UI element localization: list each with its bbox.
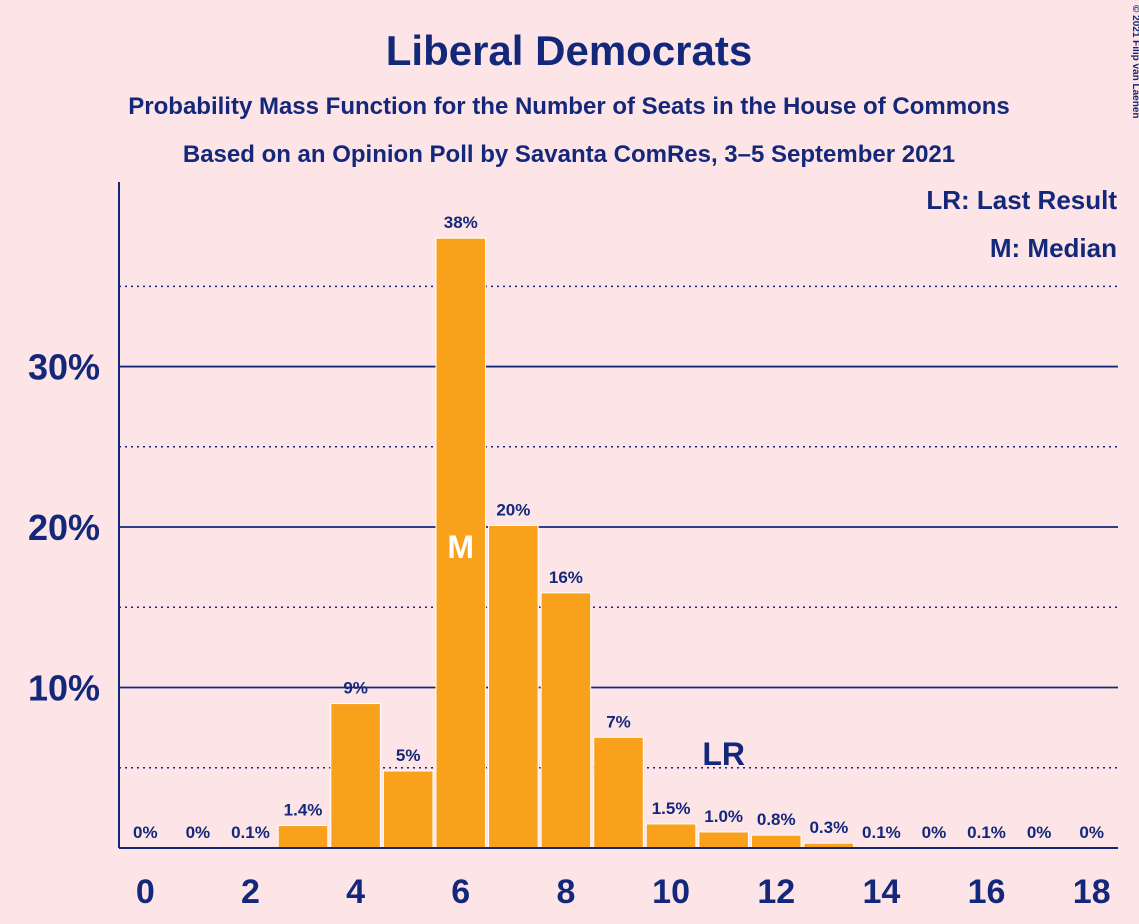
- data-label: 0%: [1079, 823, 1104, 842]
- bar: [698, 831, 749, 849]
- bar: [750, 834, 802, 849]
- data-labels: 0% 0% 0.1% 1.4% 9% 5% 38% 20% 16% 7% 1.5% 1.0% 0.8% 0…: [133, 213, 1104, 842]
- data-label: 0.1%: [862, 823, 901, 842]
- legend-median: M: Median: [990, 233, 1117, 263]
- data-label: 0.8%: [757, 810, 796, 829]
- data-label: 5%: [396, 746, 421, 765]
- data-label: 9%: [343, 679, 368, 698]
- last-result-marker: LR: [702, 736, 745, 772]
- chart-subtitle-2: Based on an Opinion Poll by Savanta ComR…: [183, 141, 955, 168]
- x-tick-label: 8: [556, 873, 575, 911]
- data-label: 20%: [496, 500, 530, 519]
- gridlines: [119, 285, 1118, 769]
- data-label: 0.1%: [231, 823, 270, 842]
- x-tick-label: 0: [136, 873, 155, 911]
- bar: [540, 592, 592, 849]
- bar: [488, 524, 539, 849]
- data-label: 0%: [133, 823, 158, 842]
- y-tick-label: 20%: [28, 507, 100, 548]
- x-tick-label: 10: [652, 873, 690, 911]
- chart-title: Liberal Democrats: [386, 27, 752, 74]
- bar: [277, 825, 329, 849]
- x-tick-label: 14: [862, 873, 900, 911]
- x-tick-label: 6: [451, 873, 470, 911]
- bars: [277, 237, 855, 849]
- data-label: 0%: [186, 823, 211, 842]
- data-label: 1.0%: [704, 807, 743, 826]
- y-tick-label: 10%: [28, 668, 100, 709]
- data-label: 0.3%: [809, 818, 848, 837]
- bar: [435, 237, 487, 849]
- x-tick-label: 18: [1073, 873, 1111, 911]
- copyright-notice: © 2021 Filip van Laenen: [1130, 5, 1139, 119]
- axes: 10% 20% 30% 0 2 4 6 8 10 12 14 16 18: [28, 182, 1118, 911]
- data-label: 0%: [1027, 823, 1052, 842]
- x-tick-label: 2: [241, 873, 260, 911]
- data-label: 7%: [606, 712, 631, 731]
- bar: [330, 703, 381, 849]
- bar: [593, 736, 644, 849]
- x-tick-label: 16: [968, 873, 1006, 911]
- data-label: 38%: [444, 213, 478, 232]
- x-tick-label: 12: [757, 873, 795, 911]
- x-tick-label: 4: [346, 873, 365, 911]
- bar: [382, 770, 434, 849]
- data-label: 1.4%: [284, 801, 323, 820]
- median-marker: M: [447, 529, 474, 565]
- chart-subtitle: Probability Mass Function for the Number…: [128, 93, 1009, 120]
- data-label: 0.1%: [967, 823, 1006, 842]
- bar: [645, 823, 697, 849]
- data-label: 1.5%: [652, 799, 691, 818]
- data-label: 0%: [922, 823, 947, 842]
- legend-last-result: LR: Last Result: [926, 185, 1117, 215]
- y-tick-label: 30%: [28, 347, 100, 388]
- data-label: 16%: [549, 568, 583, 587]
